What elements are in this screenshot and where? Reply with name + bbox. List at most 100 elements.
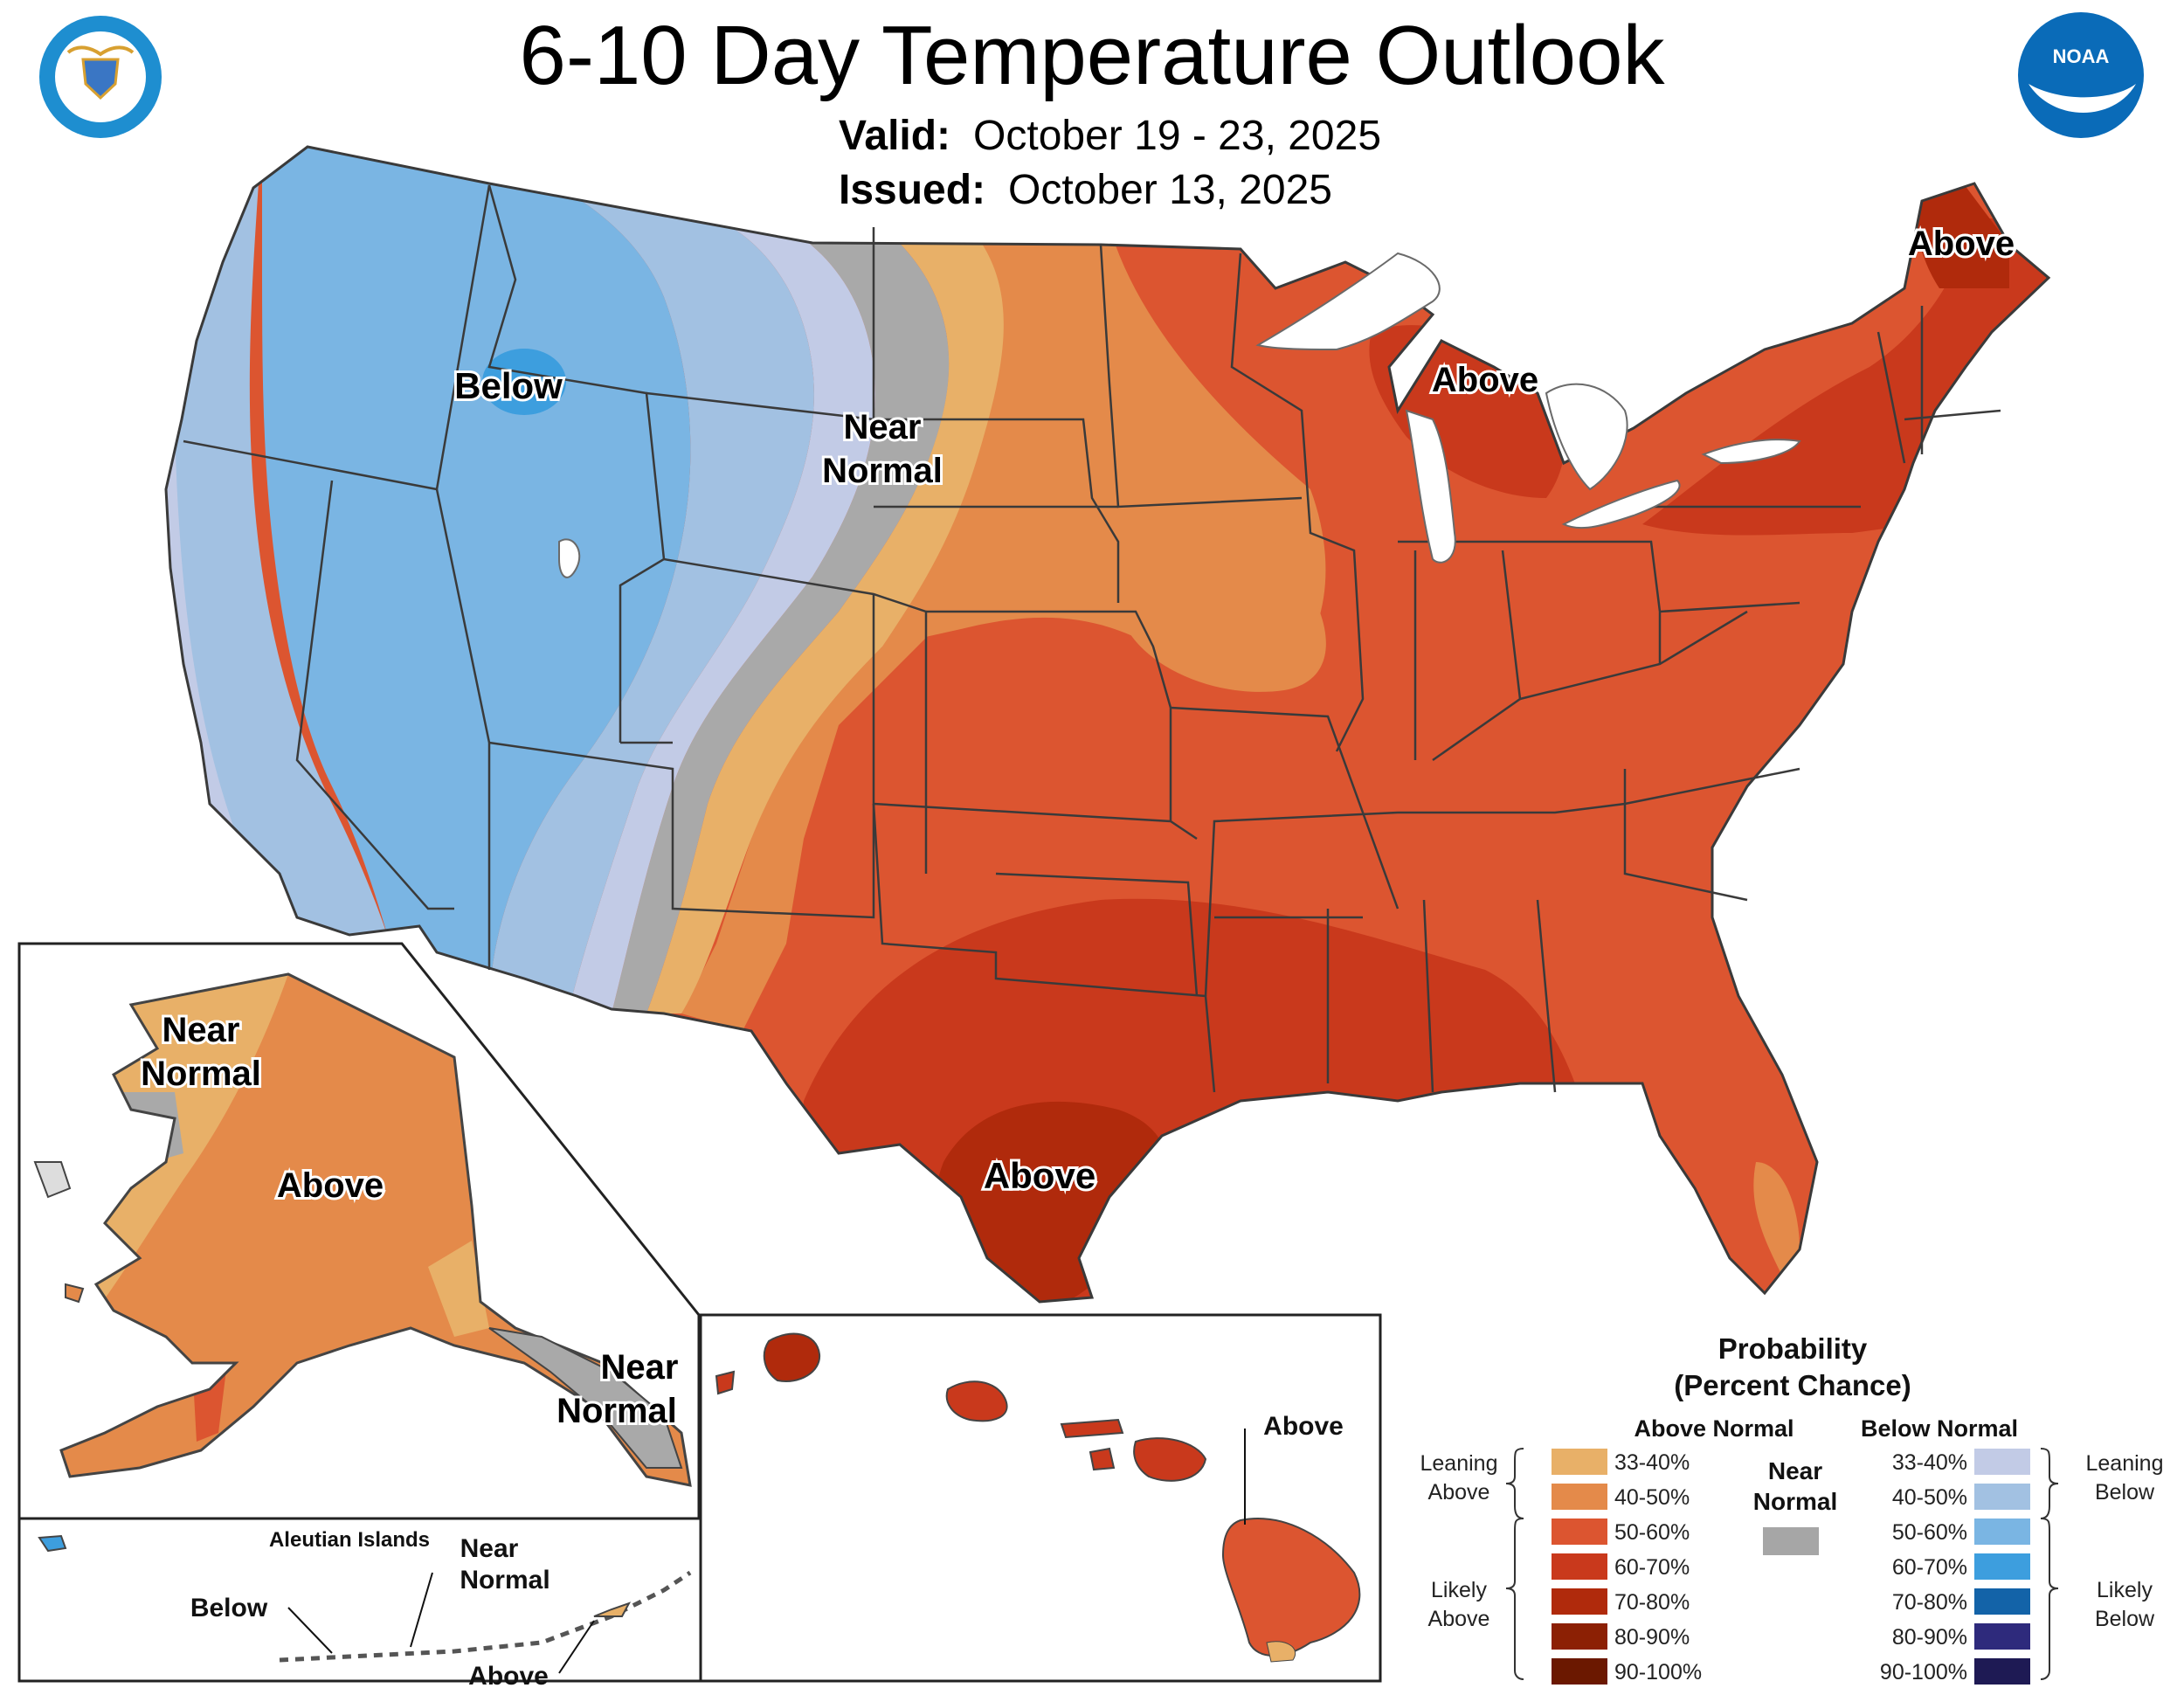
- valid-dates: Valid: October 19 - 23, 2025: [839, 112, 1381, 161]
- legend-leaning-above-2: Above: [1428, 1480, 1490, 1505]
- legend-below-swatch-0: [1974, 1449, 2030, 1475]
- band-above-33-40: [646, 227, 1004, 1013]
- florida-above-40-50: [1753, 1162, 1800, 1276]
- maui-island: [1133, 1437, 1207, 1482]
- aleutian-inset: Aleutian Islands Below Near Normal Above: [17, 1517, 702, 1688]
- aleutian-title: Aleutian Islands: [269, 1528, 430, 1552]
- aleutian-near-label-1: Near: [460, 1534, 519, 1563]
- lanai-island: [1089, 1447, 1116, 1471]
- legend-leaning-below-2: Below: [2095, 1480, 2155, 1505]
- valid-label: Valid:: [839, 113, 951, 159]
- aleutian-chain: [279, 1570, 692, 1663]
- aleutian-below-label: Below: [190, 1594, 268, 1622]
- legend-below-header: Below Normal: [1861, 1415, 2018, 1442]
- noaa-text: NOAA: [2053, 45, 2110, 67]
- label-se-alaska-near-1: Near: [601, 1348, 679, 1387]
- kauai-island: [763, 1332, 821, 1382]
- legend-likely-above-1: Likely: [1431, 1578, 1487, 1602]
- legend-above-swatch-4: [1552, 1588, 1607, 1615]
- idaho-below-60-70: [482, 349, 566, 415]
- lake-superior: [1255, 252, 1441, 351]
- band-near-normal: [612, 227, 950, 1013]
- legend-above-swatch-3: [1552, 1553, 1607, 1580]
- legend-likely-above-2: Above: [1428, 1607, 1490, 1631]
- legend-above-label-0: 33-40%: [1614, 1450, 1690, 1475]
- legend-above-swatch-0: [1552, 1449, 1607, 1475]
- aleutian-west-islands: [38, 1534, 67, 1553]
- legend-near-2: Normal: [1753, 1488, 1837, 1515]
- label-above-texas: Above: [984, 1155, 1095, 1196]
- label-near-plains-2: Normal: [822, 452, 943, 490]
- label-alaska-near-1: Near: [162, 1011, 240, 1049]
- legend-below-label-6: 90-100%: [1880, 1660, 1967, 1685]
- legend-leaning-above-1: Leaning: [1420, 1451, 1498, 1476]
- legend-below-swatch-4: [1974, 1588, 2030, 1615]
- aleutian-above-leader: [558, 1620, 595, 1674]
- noaa-logo: NOAA: [2018, 12, 2144, 138]
- nunivak-island: [65, 1283, 85, 1304]
- aleutian-below-leader: [287, 1607, 333, 1654]
- hawaii-above-label: Above: [1263, 1412, 1344, 1441]
- great-salt-lake: [558, 538, 581, 578]
- legend-below-swatch-5: [1974, 1623, 2030, 1650]
- label-se-alaska-near-2: Normal: [556, 1392, 677, 1430]
- label-below-west: Below: [454, 365, 563, 406]
- label-alaska-near-2: Normal: [141, 1055, 261, 1093]
- map-title: 6-10 Day Temperature Outlook: [519, 9, 1665, 102]
- aleutian-near-leader: [410, 1572, 433, 1648]
- department-of-commerce-seal: [39, 16, 162, 138]
- legend-below-swatch-1: [1974, 1484, 2030, 1510]
- legend-above-rows: 33-40% 40-50% 50-60% 60-70% 70-80% 80-90% 90-1…: [1552, 1449, 1702, 1685]
- big-island-33-40: [1266, 1641, 1296, 1663]
- legend-below-rows: 33-40% 40-50% 50-60% 60-70% 70-80% 80-90% 90-1…: [1880, 1449, 2030, 1685]
- alaska-panhandle-33-40: [428, 1241, 489, 1337]
- legend-below-swatch-6: [1974, 1658, 2030, 1685]
- south-texas-above-70-80: [934, 1101, 1168, 1302]
- legend-below-label-3: 60-70%: [1892, 1555, 1967, 1580]
- northeast-above-60-70: [1642, 218, 2049, 536]
- legend-likely-below-1: Likely: [2097, 1578, 2153, 1602]
- label-above-great-lakes: Above: [1432, 361, 1538, 399]
- probability-legend: Probability (Percent Chance) Above Norma…: [1420, 1332, 2164, 1685]
- legend-bracket-likely-above: [1505, 1518, 1524, 1680]
- legend-bracket-leaning-above: [1505, 1448, 1524, 1519]
- label-near-plains-1: Near: [844, 408, 922, 446]
- legend-bracket-leaning-below: [2040, 1448, 2059, 1519]
- legend-below-label-2: 50-60%: [1892, 1520, 1967, 1545]
- legend-above-label-3: 60-70%: [1614, 1555, 1690, 1580]
- aleutian-near-label-2: Normal: [460, 1566, 549, 1595]
- legend-near-swatch: [1763, 1527, 1819, 1555]
- legend-below-swatch-2: [1974, 1519, 2030, 1545]
- noaa-wave: [2028, 84, 2136, 113]
- legend-above-swatch-6: [1552, 1658, 1607, 1685]
- legend-title-2: (Percent Chance): [1674, 1369, 1911, 1401]
- lake-michigan: [1405, 409, 1456, 564]
- band-below-33-40: [568, 218, 875, 1013]
- label-above-maine: Above: [1908, 225, 2015, 263]
- aleutian-above-label: Above: [468, 1662, 549, 1688]
- conus-outline: [164, 145, 2051, 1304]
- legend-below-label-1: 40-50%: [1892, 1485, 1967, 1510]
- lake-erie: [1561, 479, 1681, 529]
- label-alaska-above: Above: [277, 1166, 384, 1205]
- se-alaska-islands: [488, 1327, 683, 1469]
- issued-value: October 13, 2025: [1008, 167, 1332, 213]
- legend-below-label-4: 70-80%: [1892, 1590, 1967, 1615]
- issued-label: Issued:: [839, 167, 986, 213]
- seal-eagle-shield: [81, 58, 120, 100]
- iowa-above-40-50: [1117, 489, 1326, 692]
- conus-labels: Below Near Normal Above Above Above: [452, 222, 2017, 1199]
- noaa-outer-circle: [2018, 12, 2144, 138]
- seal-eagle-wings: [66, 45, 135, 57]
- lake-ontario: [1701, 439, 1801, 465]
- legend-above-label-6: 90-100%: [1614, 1660, 1702, 1685]
- legend-leaning-below-1: Leaning: [2086, 1451, 2164, 1476]
- legend-below-label-0: 33-40%: [1892, 1450, 1967, 1475]
- legend-likely-below-2: Below: [2095, 1607, 2155, 1631]
- alaska-inset: Near Normal Above Near Normal: [17, 942, 701, 1520]
- legend-above-swatch-2: [1552, 1519, 1607, 1545]
- band-below-40-50: [489, 192, 814, 1013]
- great-lakes: [558, 252, 1801, 578]
- issued-date: Issued: October 13, 2025: [839, 166, 1332, 215]
